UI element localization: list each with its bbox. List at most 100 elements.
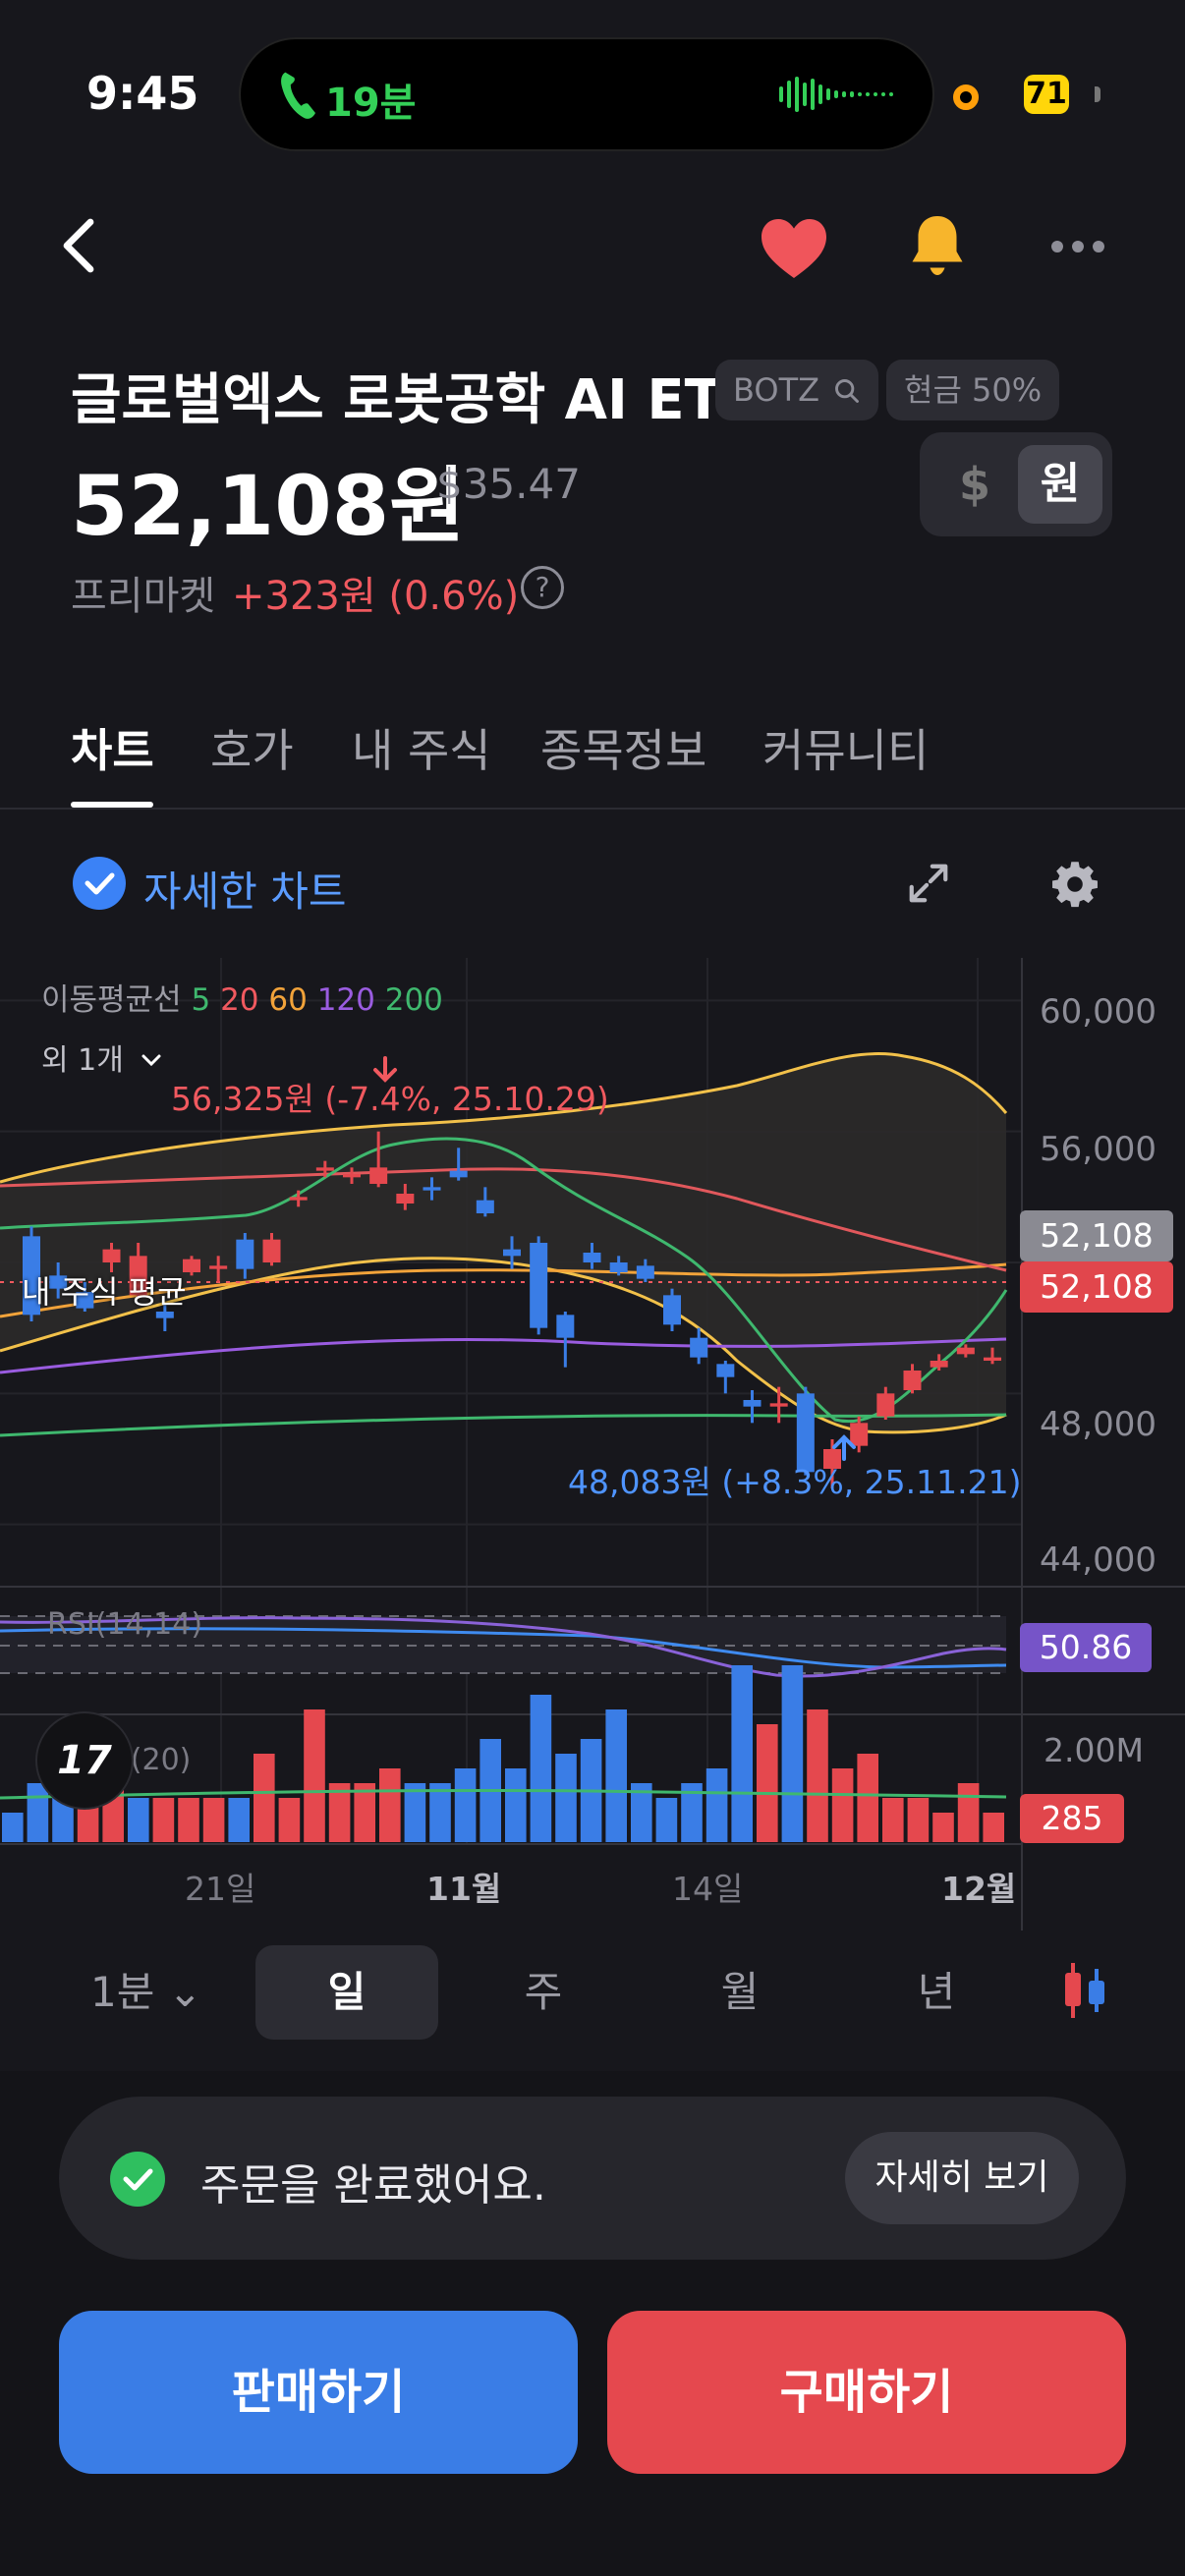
volume-bar	[404, 1783, 426, 1842]
period-month[interactable]: 월	[720, 1968, 760, 2016]
volume-bar	[655, 1798, 678, 1842]
volume-bar	[857, 1754, 878, 1842]
ma-200-line	[0, 1413, 1007, 1437]
period-year[interactable]: 년	[917, 1968, 956, 2016]
volume-bar	[882, 1798, 904, 1842]
candle-body	[583, 1253, 601, 1262]
volume-bar	[907, 1798, 930, 1842]
candle-body	[23, 1236, 40, 1316]
gear-icon[interactable]	[1049, 859, 1100, 910]
candle-body	[690, 1337, 708, 1358]
current-price-tag: 52,108	[1020, 1210, 1173, 1261]
tab-my-stock[interactable]: 내 주식	[352, 724, 491, 777]
x-tick-nov: 11월	[426, 1870, 502, 1908]
phone-icon	[281, 72, 315, 119]
volume-bar	[454, 1768, 477, 1842]
candle-body	[396, 1194, 415, 1204]
currency-toggle[interactable]: $ 원	[920, 432, 1112, 536]
tab-chart[interactable]: 차트	[71, 724, 154, 777]
period-day[interactable]: 일	[255, 1945, 438, 2040]
volume-max: 2.00M	[1044, 1731, 1144, 1769]
tab-stock-info[interactable]: 종목정보	[540, 724, 707, 777]
expand-icon[interactable]	[906, 861, 951, 906]
volume-bar	[983, 1813, 1004, 1842]
bell-icon[interactable]	[902, 210, 973, 281]
high-marker-arrow	[373, 1056, 397, 1083]
success-check-icon	[110, 2152, 165, 2207]
ma-5-line	[0, 1137, 1008, 1424]
volume-bar	[757, 1724, 778, 1842]
currency-usd-option[interactable]: $	[958, 458, 990, 511]
candle-body	[236, 1239, 254, 1269]
ma-20-line	[0, 1167, 1007, 1272]
detail-chart-label[interactable]: 자세한 차트	[143, 868, 347, 916]
volume-bar	[555, 1754, 577, 1842]
y-tick-48000: 48,000	[1040, 1405, 1157, 1444]
period-week[interactable]: 주	[524, 1968, 563, 2016]
period-1min[interactable]: 1분 ⌄	[90, 1968, 202, 2016]
more-indicators-label: 외 1개	[41, 1043, 124, 1078]
tradingview-logo[interactable]: 17	[35, 1711, 134, 1810]
candle-body	[102, 1249, 121, 1262]
help-icon[interactable]: ?	[521, 566, 564, 609]
view-details-button[interactable]: 자세히 보기	[845, 2132, 1079, 2224]
ticker-search-chip[interactable]: BOTZ	[715, 360, 879, 420]
audio-wave-icon	[779, 77, 893, 112]
buy-button[interactable]: 구매하기	[607, 2311, 1126, 2474]
candle-body	[530, 1243, 548, 1328]
battery-icon: 71	[1024, 75, 1069, 114]
bollinger-upper	[0, 1052, 1008, 1184]
tab-community[interactable]: 커뮤니티	[762, 724, 930, 777]
status-time: 9:45	[86, 67, 199, 120]
candle-body	[369, 1167, 388, 1184]
candle-body	[769, 1403, 788, 1407]
candle-body	[315, 1167, 334, 1171]
volume-ma-line	[0, 1788, 1007, 1800]
avg-price-tag: 52,108	[1020, 1261, 1173, 1313]
tab-divider	[0, 808, 1185, 810]
dynamic-island[interactable]: 19분	[239, 37, 934, 151]
volume-bar	[228, 1798, 250, 1842]
cash-ratio-chip[interactable]: 현금 50%	[886, 360, 1060, 420]
candle-body	[716, 1364, 735, 1377]
price-chart[interactable]	[0, 958, 1185, 1931]
x-tick-dec: 12월	[941, 1870, 1017, 1908]
volume-bar	[530, 1695, 552, 1842]
more-indicators-dropdown[interactable]: 외 1개	[41, 1036, 164, 1079]
x-tick-14: 14일	[672, 1870, 744, 1908]
candle-type-icon[interactable]	[1059, 1959, 1110, 2022]
currency-krw-option[interactable]: 원	[1018, 445, 1102, 524]
sell-button[interactable]: 판매하기	[59, 2311, 578, 2474]
candle-body	[49, 1275, 68, 1289]
volume-bar	[807, 1709, 828, 1842]
tab-orderbook[interactable]: 호가	[210, 724, 294, 777]
volume-bar	[831, 1768, 854, 1842]
more-icon[interactable]	[1049, 234, 1106, 259]
candle-body	[984, 1357, 1001, 1361]
volume-bar	[254, 1754, 275, 1842]
candle-body	[262, 1239, 281, 1262]
low-marker-arrow	[832, 1434, 856, 1461]
candle-body	[449, 1170, 468, 1178]
y-tick-56000: 56,000	[1040, 1130, 1157, 1169]
candle-body	[903, 1371, 922, 1390]
volume-bar	[354, 1783, 375, 1842]
volume-bar	[27, 1783, 49, 1842]
heart-icon[interactable]	[759, 216, 829, 281]
stock-title: 글로벌엑스 로봇공학 AI ETF	[71, 368, 761, 432]
ma-20-label: 20	[220, 982, 259, 1018]
volume-bar	[304, 1709, 325, 1842]
y-tick-44000: 44,000	[1040, 1540, 1157, 1580]
candle-body	[796, 1393, 815, 1473]
volume-bar	[957, 1783, 980, 1842]
ma-legend[interactable]: 이동평균선 5 20 60 120 200	[41, 975, 443, 1019]
candle-body	[423, 1187, 441, 1191]
tab-underline	[71, 802, 153, 808]
back-icon[interactable]	[55, 216, 102, 275]
candle-body	[343, 1174, 361, 1178]
candle-body	[183, 1259, 200, 1272]
current-price: 52,108원	[71, 458, 466, 554]
volume-bar	[178, 1798, 199, 1842]
detail-chart-checkbox[interactable]	[73, 857, 126, 910]
rsi-line	[0, 1616, 1007, 1678]
